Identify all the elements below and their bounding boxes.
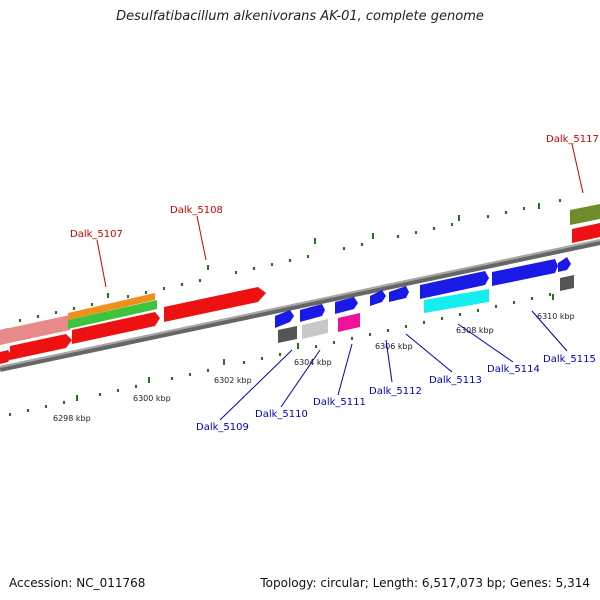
lower-red-genes: [0, 223, 600, 364]
lower-gene-label-text: Dalk_5109 Dalk_5110 Dalk_5111 Dalk_5112 …: [196, 354, 596, 433]
lower-genes: [275, 257, 574, 343]
kbp-label-6302: 6302 kbp: [214, 376, 252, 385]
gene-green: [68, 300, 157, 329]
kbp-labels: 6298 kbp 6300 kbp 6302 kbp 6304 kbp 6306…: [53, 312, 575, 423]
label-dalk-5108: Dalk_5108: [170, 205, 223, 216]
gene-salmon: [0, 315, 70, 345]
upper-genes: [0, 204, 600, 345]
label-dalk-5115: Dalk_5115: [543, 354, 596, 365]
label-dalk-5107: Dalk_5107: [70, 229, 123, 240]
label-dalk-5117: Dalk_5117: [546, 134, 599, 145]
label-dalk-5112: Dalk_5112: [369, 386, 422, 397]
label-dalk-5113: Dalk_5113: [429, 375, 482, 386]
lower-gene-labels: [219, 310, 568, 421]
kbp-label-6310: 6310 kbp: [537, 312, 575, 321]
kbp-label-6306: 6306 kbp: [375, 342, 413, 351]
kbp-label-6300: 6300 kbp: [133, 394, 171, 403]
accession-text: Accession: NC_011768: [9, 576, 146, 590]
genome-backbone: [0, 239, 600, 372]
label-dalk-5111: Dalk_5111: [313, 397, 366, 408]
label-dalk-5109: Dalk_5109: [196, 422, 249, 433]
kbp-label-6304: 6304 kbp: [294, 358, 332, 367]
gene-orange: [68, 293, 155, 320]
label-dalk-5110: Dalk_5110: [255, 409, 308, 420]
upper-gene-labels: Dalk_5107 Dalk_5108 Dalk_5117: [70, 134, 599, 288]
gene-olive-5117: [570, 204, 600, 225]
map-title: Desulfatibacillum alkenivorans AK-01, co…: [116, 9, 484, 24]
lower-scale-ticks: [9, 293, 554, 416]
label-dalk-5114: Dalk_5114: [487, 364, 540, 375]
kbp-label-6308: 6308 kbp: [456, 326, 494, 335]
kbp-label-6298: 6298 kbp: [53, 414, 91, 423]
upper-scale-ticks: [19, 199, 561, 322]
gene-red-5108: [164, 287, 266, 322]
genome-summary-text: Topology: circular; Length: 6,517,073 bp…: [260, 576, 590, 590]
